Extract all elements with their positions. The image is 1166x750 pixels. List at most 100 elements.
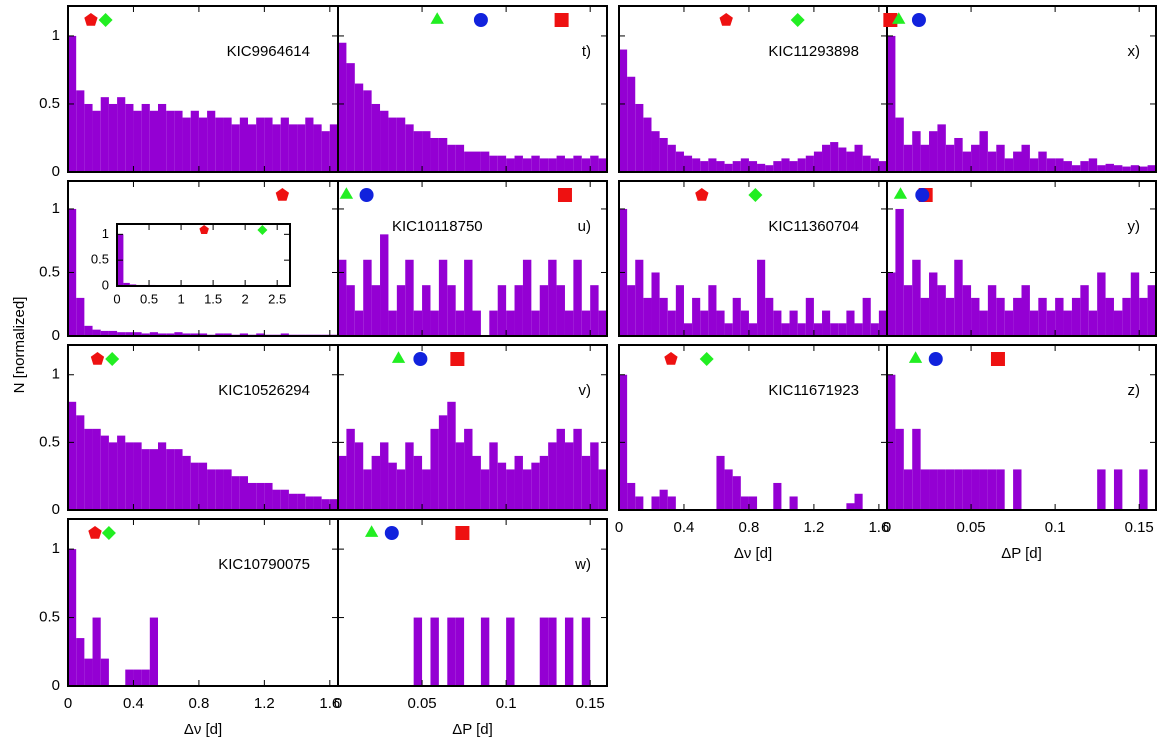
histogram-bar: [472, 310, 481, 336]
histogram-bar: [422, 469, 431, 510]
histogram-bar: [912, 428, 921, 510]
histogram-bar: [1013, 297, 1022, 336]
histogram-bar: [838, 147, 847, 172]
x-tick-label: 1.2: [803, 519, 824, 536]
histogram-bar: [231, 476, 240, 510]
histogram-bar: [692, 158, 701, 172]
histogram-bar: [84, 103, 93, 172]
panel-frame: [337, 5, 608, 173]
histogram-bar: [937, 469, 946, 510]
histogram-bar: [590, 442, 599, 510]
histogram-bar: [108, 103, 118, 172]
histogram-bar: [489, 310, 498, 336]
histogram-bar: [781, 158, 790, 172]
histogram-bar: [979, 469, 988, 510]
histogram-bar: [133, 669, 142, 686]
histogram-bar: [635, 259, 644, 336]
histogram-bar: [1130, 272, 1140, 336]
marker-square: [455, 526, 470, 540]
histogram-bar: [1029, 158, 1039, 172]
histogram-bar: [590, 155, 599, 172]
histogram-bar: [954, 259, 963, 336]
histogram-bar: [659, 297, 668, 336]
histogram-bar: [305, 496, 314, 510]
histogram-bar: [789, 310, 798, 336]
histogram-bar: [430, 137, 439, 172]
histogram-bar: [422, 285, 431, 336]
histogram-bar: [716, 310, 725, 336]
histogram-bar: [708, 285, 717, 336]
histogram-bar: [321, 131, 330, 172]
histogram-bar: [971, 469, 980, 510]
histogram-bar: [288, 493, 298, 510]
histogram-bar: [207, 469, 216, 510]
histogram-bar: [1021, 144, 1030, 172]
histogram-bar: [830, 323, 839, 336]
histogram-bar: [708, 158, 717, 172]
histogram-bar: [895, 208, 904, 336]
histogram-bar: [748, 496, 758, 510]
histogram-bar: [338, 259, 347, 336]
histogram-bar: [854, 323, 863, 336]
histogram-bar: [912, 131, 921, 172]
panel-frame: [337, 344, 608, 511]
histogram-bar: [215, 333, 224, 336]
histogram-bar: [455, 442, 465, 510]
histogram-bar: [380, 110, 389, 172]
histogram-bar: [76, 297, 85, 336]
histogram-bar: [133, 110, 142, 172]
panel-frame: [618, 344, 888, 511]
histogram-bar: [1113, 165, 1123, 172]
histogram-bar: [912, 259, 921, 336]
histogram-bar: [223, 333, 232, 336]
x-tick-label: 0.15: [576, 695, 605, 712]
marker-diamond: [790, 13, 805, 27]
panel-letter: z): [1128, 382, 1141, 399]
histogram-bar: [548, 158, 557, 172]
histogram-bar: [564, 617, 574, 686]
histogram-bar: [700, 310, 709, 336]
histogram-bar: [223, 117, 232, 172]
histogram-bar: [514, 455, 523, 510]
panel-letter: t): [582, 43, 591, 60]
histogram-bar: [497, 155, 507, 172]
star-label: KIC9964614: [227, 43, 310, 60]
histogram-bar: [937, 124, 946, 172]
marker-circle: [413, 352, 428, 366]
histogram-bar: [1046, 158, 1056, 172]
histogram-bar: [207, 110, 216, 172]
histogram-bar: [346, 428, 355, 510]
histogram-bar: [174, 449, 183, 510]
histogram-bar: [297, 124, 306, 172]
histogram-bar: [1088, 310, 1098, 336]
histogram-bar: [539, 285, 549, 336]
histogram-bar: [472, 455, 481, 510]
marker-square: [557, 188, 572, 202]
histogram-bar: [256, 482, 265, 510]
histogram-bar: [182, 117, 191, 172]
histogram-bar: [133, 442, 142, 510]
histogram-bar: [854, 144, 863, 172]
histogram-bar: [438, 137, 448, 172]
marker-diamond: [748, 188, 763, 202]
histogram-bar: [598, 158, 607, 172]
histogram-bar: [1080, 161, 1089, 172]
histogram-bar: [215, 117, 224, 172]
histogram-bar: [108, 330, 118, 336]
histogram-bar: [313, 496, 322, 510]
histogram-bar: [76, 638, 85, 686]
histogram-bar: [464, 428, 473, 510]
histogram-bar: [430, 428, 439, 510]
histogram-bar: [497, 285, 507, 336]
histogram-bar: [117, 435, 126, 510]
marker-triangle: [365, 525, 379, 537]
histogram-bar: [1105, 163, 1114, 172]
histogram-bar: [732, 297, 741, 336]
marker-triangle: [892, 12, 906, 24]
histogram-bar: [248, 124, 257, 172]
histogram-bar: [667, 144, 676, 172]
x-tick-label: 1: [177, 291, 184, 306]
y-tick-label: 1: [52, 366, 60, 383]
histogram-bar: [564, 442, 574, 510]
histogram-bar: [813, 151, 823, 172]
